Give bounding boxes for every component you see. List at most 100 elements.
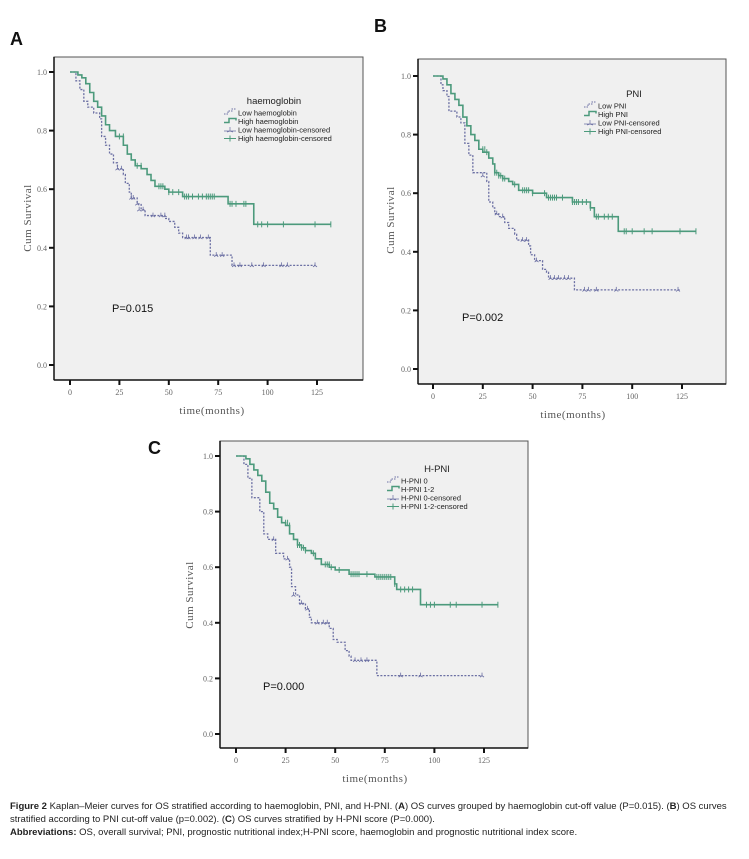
y-axis-label: Cum Survival — [22, 184, 34, 251]
censor-mark-low — [158, 212, 164, 218]
censor-mark-low — [480, 172, 486, 178]
y-tick-label: 0.2 — [203, 674, 213, 683]
y-tick-label: 1.0 — [37, 68, 47, 77]
censor-mark-low — [285, 555, 290, 561]
p-value-annotation: P=0.000 — [263, 681, 304, 693]
legend-swatch-high-censored — [224, 135, 236, 142]
censor-mark-low — [524, 237, 529, 242]
km-curve-low — [70, 71, 316, 267]
legend-item-label: High PNI-censored — [598, 127, 661, 136]
legend-swatch-high — [387, 485, 400, 492]
x-tick-label: 50 — [165, 388, 173, 397]
km-panel-b: 0.0 0.2 0.4 0.6 0.8 1.0 0 25 50 75 100 125 time(mont… — [385, 58, 727, 421]
caption-text-3: ) OS curves stratified according to PNI … — [10, 801, 727, 825]
censor-mark-low — [198, 234, 203, 240]
x-tick-label: 75 — [578, 392, 586, 401]
y-tick-label: 0.4 — [401, 248, 411, 257]
legend-item-label: H-PNI 1-2-censored — [401, 502, 468, 511]
x-tick-label: 0 — [234, 756, 238, 765]
legend-item-label: H-PNI 1-2 — [401, 485, 434, 494]
legend-item-label: Low haemoglobin — [238, 109, 297, 118]
y-tick-label: 0.8 — [37, 127, 47, 136]
censor-mark-low — [134, 200, 140, 206]
legend-swatch-high — [224, 117, 237, 124]
censor-mark-low — [562, 275, 567, 280]
x-tick-label: 0 — [431, 392, 435, 401]
censor-mark-low — [206, 234, 211, 240]
censor-mark-low — [299, 600, 304, 606]
x-tick-label: 0 — [68, 388, 72, 397]
censor-mark-low — [586, 286, 591, 292]
y-tick-label: 0.0 — [37, 361, 47, 370]
x-axis-label: time(months) — [342, 773, 407, 785]
y-tick-label: 0.8 — [401, 131, 411, 140]
legend-swatch-high-censored — [584, 128, 596, 135]
legend-item-label: Low PNI — [598, 102, 626, 111]
legend-swatch-low — [584, 101, 596, 108]
km-panel-c: 0.0 0.2 0.4 0.6 0.8 1.0 0 25 50 75 100 125 time(mont… — [184, 440, 529, 785]
y-tick-label: 0.0 — [401, 365, 411, 374]
y-axis-label: Cum Survival — [184, 561, 196, 628]
censor-mark-low — [358, 657, 364, 663]
x-axis-label: time(months) — [540, 409, 605, 421]
censor-mark-low — [614, 286, 619, 292]
legend-title: H-PNI — [424, 464, 450, 475]
x-tick-label: 125 — [478, 756, 490, 765]
censor-mark-low — [520, 237, 525, 242]
censor-mark-low — [150, 212, 156, 218]
caption-main: Figure 2 Kaplan–Meier curves for OS stra… — [10, 800, 740, 826]
caption-ref-b: B — [669, 801, 677, 812]
censor-mark-low — [271, 536, 276, 542]
p-value-annotation: P=0.002 — [462, 312, 503, 324]
censor-mark-low — [312, 262, 318, 268]
legend-item-label: High PNI — [598, 110, 628, 119]
figure-caption: Figure 2 Kaplan–Meier curves for OS stra… — [10, 800, 740, 839]
censor-mark-low — [115, 165, 120, 171]
censor-mark-low — [321, 619, 326, 625]
censor-mark-low — [494, 210, 499, 216]
y-axis-label: Cum Survival — [385, 186, 397, 253]
plot-area — [417, 58, 727, 385]
x-tick-label: 100 — [262, 388, 274, 397]
p-value-annotation: P=0.015 — [112, 303, 153, 315]
caption-abbrev-text: OS, overall survival; PNI, prognostic nu… — [76, 827, 578, 838]
censor-mark-low — [119, 165, 124, 171]
y-tick-label: 0.4 — [37, 244, 47, 253]
y-tick-label: 0.8 — [203, 508, 213, 517]
x-tick-label: 25 — [115, 388, 123, 397]
y-tick-label: 0.6 — [37, 185, 47, 194]
legend-item-label: High haemoglobin-censored — [238, 134, 332, 143]
legend-swatch-low-censored — [224, 127, 236, 133]
panel-c-letter: C — [148, 438, 161, 458]
censor-mark-low — [500, 213, 505, 219]
censor-mark-low — [566, 275, 571, 280]
km-curve-high — [433, 75, 696, 233]
caption-ref-a: A — [398, 801, 405, 812]
y-tick-label: 1.0 — [203, 452, 213, 461]
censor-mark-low — [479, 672, 485, 678]
censor-mark-low — [325, 619, 330, 625]
censor-mark-low — [130, 194, 136, 200]
legend-item-label: High haemoglobin — [238, 117, 298, 126]
x-tick-label: 75 — [214, 388, 222, 397]
y-tick-label: 0.2 — [37, 302, 47, 311]
panel-b-letter: B — [374, 16, 387, 36]
legend-swatch-low — [224, 108, 236, 115]
censor-mark-low — [162, 212, 168, 218]
legend: H-PNI H-PNI 0H-PNI 1-2H-PNI 0-censoredH-P… — [387, 464, 468, 511]
legend-title: haemoglobin — [247, 96, 301, 107]
caption-abbrev-label: Abbreviations: — [10, 827, 77, 838]
censor-mark-low — [136, 206, 142, 212]
censor-mark-low — [548, 275, 553, 280]
x-tick-label: 100 — [428, 756, 440, 765]
censor-mark-low — [556, 275, 561, 280]
y-tick-label: 0.6 — [203, 563, 213, 572]
x-axis-label: time(months) — [179, 405, 244, 417]
censor-mark-low — [305, 605, 310, 611]
x-tick-label: 100 — [626, 392, 638, 401]
censor-mark-low — [192, 234, 197, 240]
legend-swatch-low-censored — [387, 495, 399, 501]
x-tick-label: 75 — [381, 756, 389, 765]
censor-mark-low — [261, 262, 266, 268]
